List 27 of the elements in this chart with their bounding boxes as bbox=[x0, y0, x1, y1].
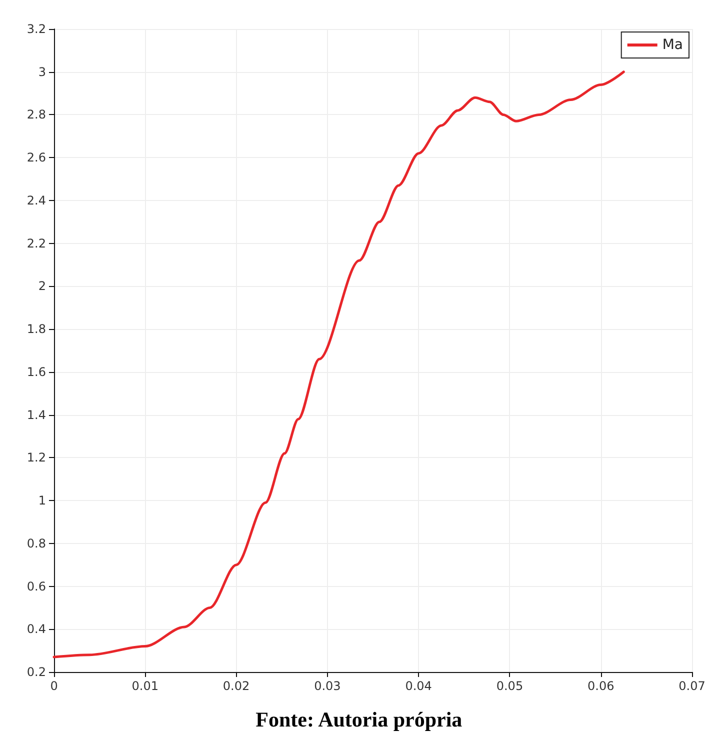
y-tick-label: 1.2 bbox=[26, 450, 46, 465]
y-tick-label: 2.4 bbox=[26, 193, 46, 208]
x-tick-label: 0.03 bbox=[314, 679, 341, 693]
x-tick-label: 0.02 bbox=[222, 679, 250, 693]
y-tick-label: 3.2 bbox=[26, 22, 46, 36]
x-tick-label: 0.04 bbox=[405, 679, 432, 693]
y-tick-label: 2.6 bbox=[26, 150, 46, 165]
y-tick-label: 0.6 bbox=[26, 579, 46, 594]
y-tick-label: 2.2 bbox=[26, 236, 46, 250]
y-tick-label: 1.8 bbox=[26, 322, 46, 336]
y-tick-label: 2.8 bbox=[26, 108, 46, 122]
y-tick-label: 1.4 bbox=[26, 408, 46, 422]
source-note: Fonte: Autoria própria bbox=[256, 708, 463, 732]
y-tick-label: 1.6 bbox=[26, 364, 46, 379]
y-tick-label: 2 bbox=[38, 279, 46, 294]
x-tick-label: 0.05 bbox=[496, 679, 524, 693]
y-tick-label: 0.8 bbox=[26, 536, 46, 550]
x-tick-label: 0 bbox=[50, 679, 58, 693]
x-tick-label: 0.06 bbox=[588, 679, 614, 693]
y-tick-label: 0.2 bbox=[26, 665, 46, 679]
x-tick-label: 0.07 bbox=[678, 679, 706, 693]
y-tick-label: 3 bbox=[38, 64, 46, 79]
x-tick-label: 0.01 bbox=[132, 679, 158, 693]
legend-label: Ma bbox=[662, 37, 684, 53]
y-tick-label: 0.4 bbox=[26, 622, 46, 636]
line-series bbox=[52, 70, 625, 658]
y-tick-label: 1 bbox=[38, 494, 46, 508]
